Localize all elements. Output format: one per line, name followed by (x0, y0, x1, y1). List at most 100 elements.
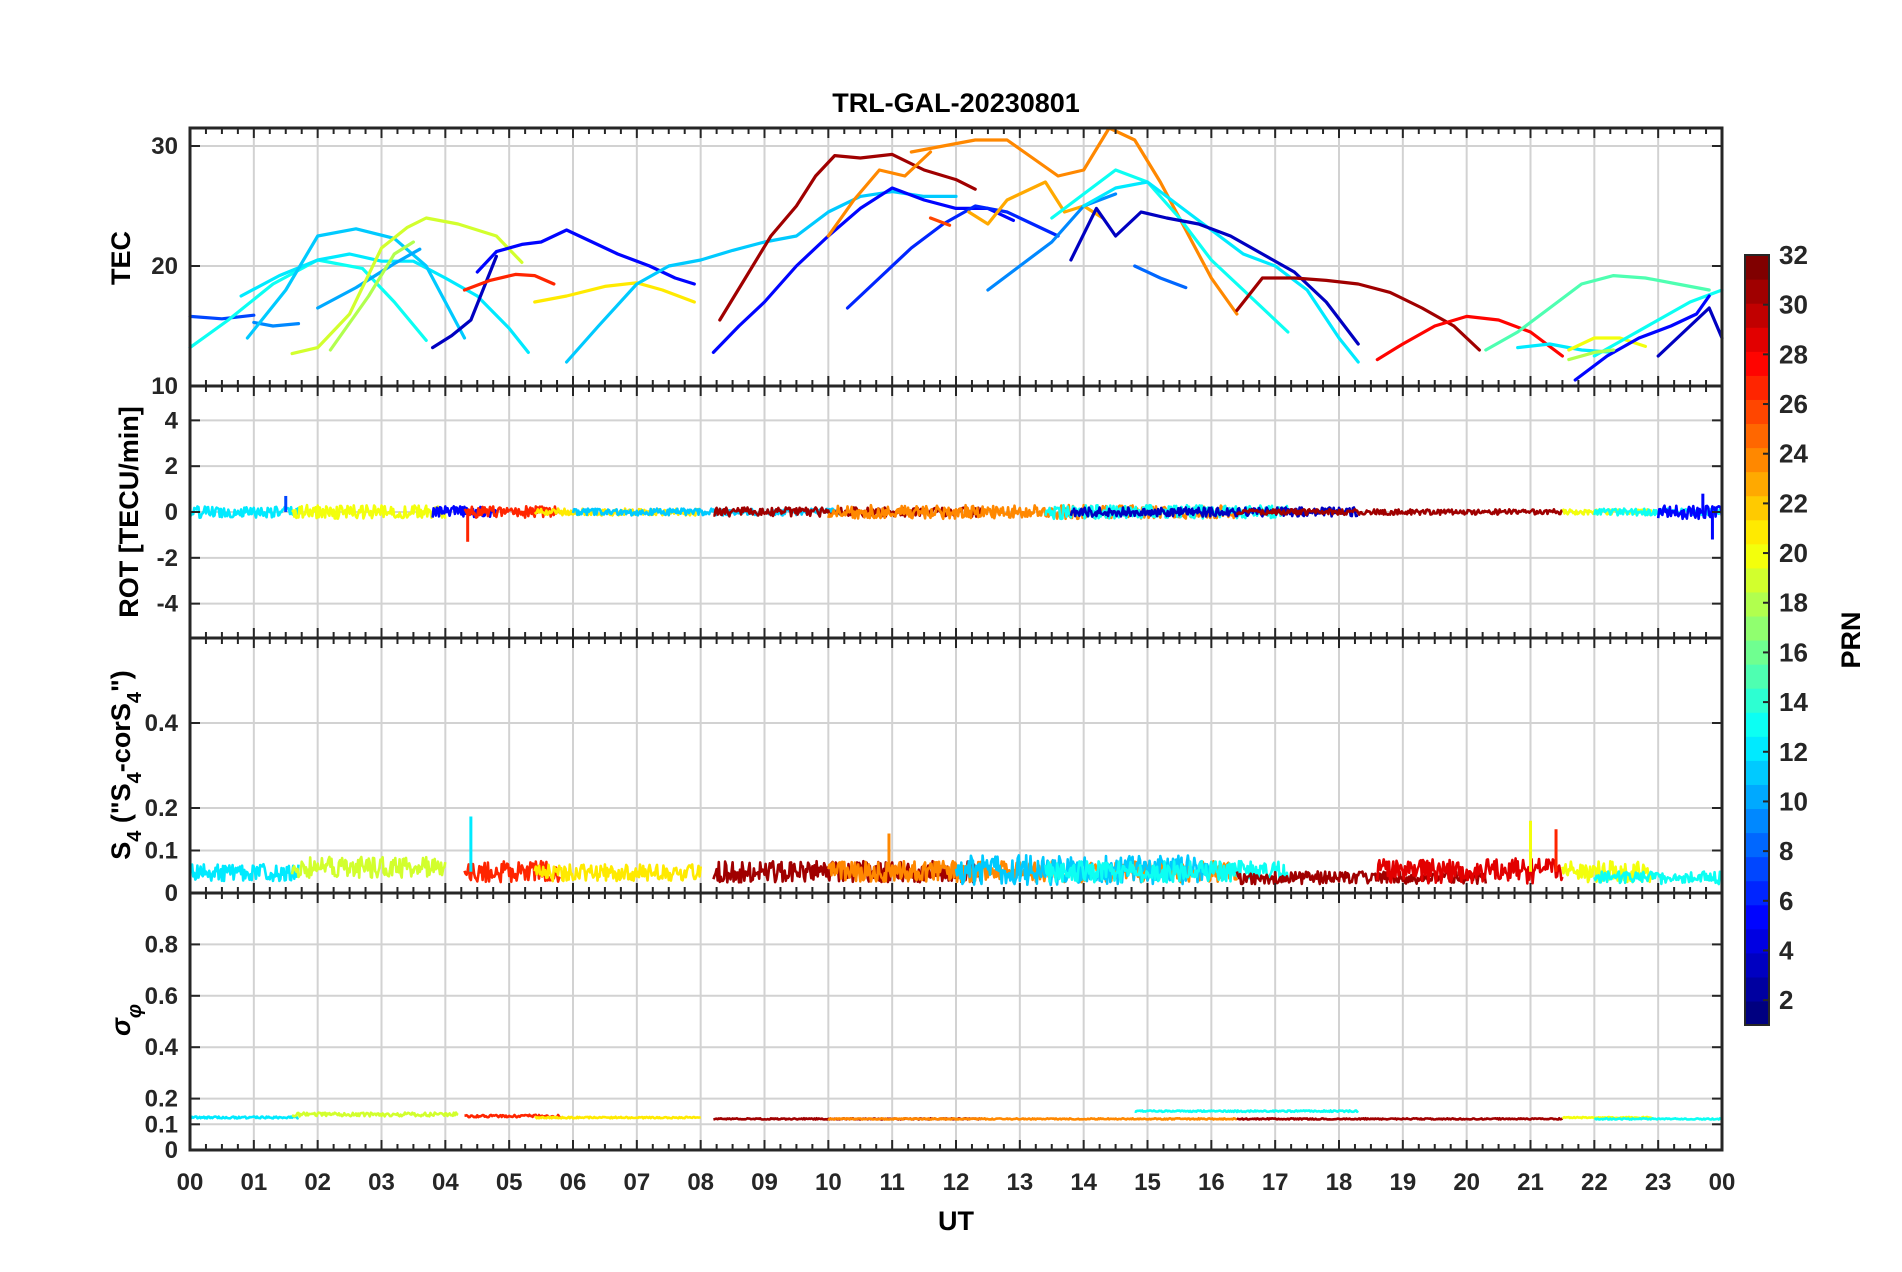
colorbar-tick-label: 32 (1779, 240, 1808, 270)
tec-series-prn-26 (928, 216, 952, 227)
colorbar-tick-label: 4 (1779, 935, 1794, 965)
s4-trace-prn-21 (533, 863, 702, 883)
x-axis-label: UT (938, 1206, 974, 1236)
colorbar-swatch (1745, 688, 1769, 713)
sigma_phi-trace-prn-31 (1236, 1117, 1564, 1121)
colorbar-swatch (1745, 423, 1769, 449)
colorbar-tick-label: 10 (1779, 786, 1808, 816)
colorbar-swatch (1745, 327, 1769, 352)
rot-trace-prn-20 (291, 503, 447, 521)
y-tick-label: 4 (165, 407, 179, 434)
y-axis-label-rot: ROT [TECU/min] (114, 406, 144, 617)
x-tick-label: 01 (240, 1169, 267, 1196)
y-axis-label-part: 4 (124, 691, 146, 703)
y-tick-label: 0.6 (145, 983, 178, 1010)
colorbar-swatch (1745, 495, 1769, 521)
colorbar-swatch (1745, 279, 1769, 304)
y-tick-label: 0.1 (145, 838, 178, 865)
y-tick-label: 0.8 (145, 931, 178, 958)
tec-series-prn-6 (845, 204, 1060, 310)
y-axis-label-s4: S4 ("S4-corS4") (106, 670, 146, 860)
tec-series-prn-15 (1484, 274, 1711, 352)
x-tick-label: 00 (177, 1169, 204, 1196)
y-tick-label: 10 (151, 373, 178, 400)
x-tick-label: 20 (1453, 1169, 1480, 1196)
rot-trace-prn-31 (1235, 507, 1564, 517)
tec-series-prn-3 (431, 254, 498, 350)
s4-trace-prn-11 (954, 853, 1212, 887)
x-tick-label: 05 (496, 1169, 523, 1196)
colorbar-swatch (1745, 375, 1769, 400)
colorbar-swatch (1745, 567, 1769, 593)
tec-series-prn-8 (1133, 264, 1188, 290)
colorbar-swatch (1745, 471, 1769, 497)
rot-trace-prn-5 (1656, 504, 1724, 521)
y-axis-label-part: φ (124, 1004, 146, 1018)
colorbar-swatch (1745, 832, 1769, 858)
y-tick-label: 20 (151, 253, 178, 280)
x-tick-label: 22 (1581, 1169, 1608, 1196)
x-tick-label: 13 (1006, 1169, 1033, 1196)
tec-series-prn-10 (316, 247, 422, 310)
sigma_phi-trace-prn-19 (291, 1111, 459, 1118)
colorbar-frame (1744, 254, 1770, 1026)
colorbar-tick-label: 20 (1779, 538, 1808, 568)
y-axis-label-part: ") (106, 670, 136, 692)
y-tick-label: 0.2 (145, 795, 178, 822)
colorbar-swatch (1745, 543, 1769, 569)
colorbar-swatch (1745, 784, 1769, 810)
x-tick-label: 14 (1070, 1169, 1097, 1196)
tec-series-prn-31 (1235, 276, 1482, 352)
data-layer (188, 126, 1724, 1121)
tec-series-prn-31 (718, 152, 977, 322)
s4-trace-prn-19 (290, 855, 447, 880)
y-tick-label: -2 (157, 545, 178, 572)
tec-series-prn-12 (1082, 180, 1360, 364)
tec-series-prn-18 (1567, 348, 1616, 362)
tec-series-prn-13 (188, 258, 428, 350)
tec-series-prn-23 (967, 180, 1105, 226)
colorbar-swatch (1745, 928, 1769, 954)
x-tick-label: 00 (1709, 1169, 1736, 1196)
rot-trace-prn-3 (1069, 506, 1359, 518)
tec-series-prn-18 (328, 240, 415, 352)
x-tick-label: 08 (687, 1169, 714, 1196)
colorbar-swatch (1745, 976, 1769, 1002)
colorbar-tick-label: 12 (1779, 737, 1808, 767)
colorbar-swatch (1745, 591, 1769, 617)
sigma_phi-trace-prn-13 (1593, 1117, 1723, 1121)
s4-trace-prn-12 (188, 862, 300, 883)
x-tick-label: 10 (815, 1169, 842, 1196)
tec-series-prn-3 (1069, 206, 1360, 346)
colorbar-swatch (1745, 351, 1769, 376)
s4-trace-prn-13 (1593, 870, 1724, 886)
colorbar-tick-label: 28 (1779, 339, 1808, 369)
colorbar-swatch (1745, 447, 1769, 473)
s4-trace-prn-13 (1044, 859, 1290, 884)
y-tick-label: 0.1 (145, 1111, 178, 1138)
x-tick-label: 17 (1262, 1169, 1289, 1196)
sigma_phi-trace-prn-24 (827, 1117, 1238, 1121)
rot-trace-prn-12 (188, 505, 300, 520)
tec-series-prn-5 (475, 228, 696, 286)
x-tick-label: 07 (623, 1169, 650, 1196)
colorbar-tick-label: 6 (1779, 886, 1793, 916)
colorbar-tick-label: 2 (1779, 985, 1793, 1015)
s4-trace-prn-31 (1235, 870, 1488, 886)
colorbar-swatch (1745, 736, 1769, 761)
chart-title: TRL-GAL-20230801 (832, 88, 1080, 118)
colorbar-tick-label: 16 (1779, 637, 1808, 667)
tec-series-prn-11 (564, 190, 958, 364)
tec-series-prn-3 (1656, 306, 1724, 358)
tec-series-prn-13 (1592, 288, 1724, 358)
colorbar-swatch (1745, 519, 1769, 545)
x-tick-label: 04 (432, 1169, 459, 1196)
tec-series-prn-11 (245, 227, 467, 340)
y-tick-label: 0 (165, 1137, 178, 1164)
colorbar-swatch (1745, 760, 1769, 785)
x-tick-label: 16 (1198, 1169, 1225, 1196)
colorbar-swatch (1745, 856, 1769, 882)
tec-series-prn-9 (986, 192, 1118, 292)
